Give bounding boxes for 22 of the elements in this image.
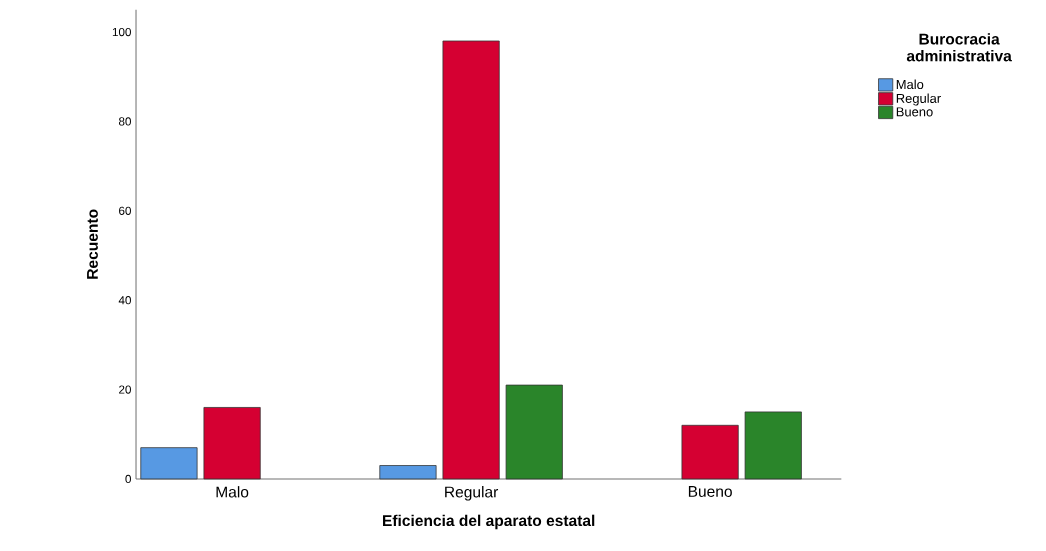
y-tick-label: 20 (119, 385, 131, 394)
legend-label: Regular (896, 93, 941, 106)
y-tick-label: 40 (118, 296, 131, 305)
y-tick-label: 80 (118, 117, 131, 126)
y-tick-label: 100 (112, 28, 131, 37)
bar (744, 411, 802, 480)
y-tick-label: 0 (125, 474, 131, 484)
bar (505, 384, 563, 480)
bar (140, 447, 198, 480)
x-tick-label: Malo (216, 486, 249, 498)
x-axis-title: Eficiencia del aparato estatal (383, 514, 595, 530)
x-tick-label: Regular (445, 486, 499, 501)
y-tick-label: 60 (119, 206, 131, 216)
legend-label: Bueno (896, 107, 933, 117)
y-axis-title: Recuento (87, 209, 98, 279)
bar (379, 465, 437, 480)
legend-label: Malo (896, 79, 924, 90)
x-tick-label: Bueno (688, 486, 732, 498)
bar (203, 407, 261, 480)
bar (681, 425, 739, 480)
bar (442, 40, 500, 480)
legend-title: Burocracia administrativa (906, 33, 1012, 62)
